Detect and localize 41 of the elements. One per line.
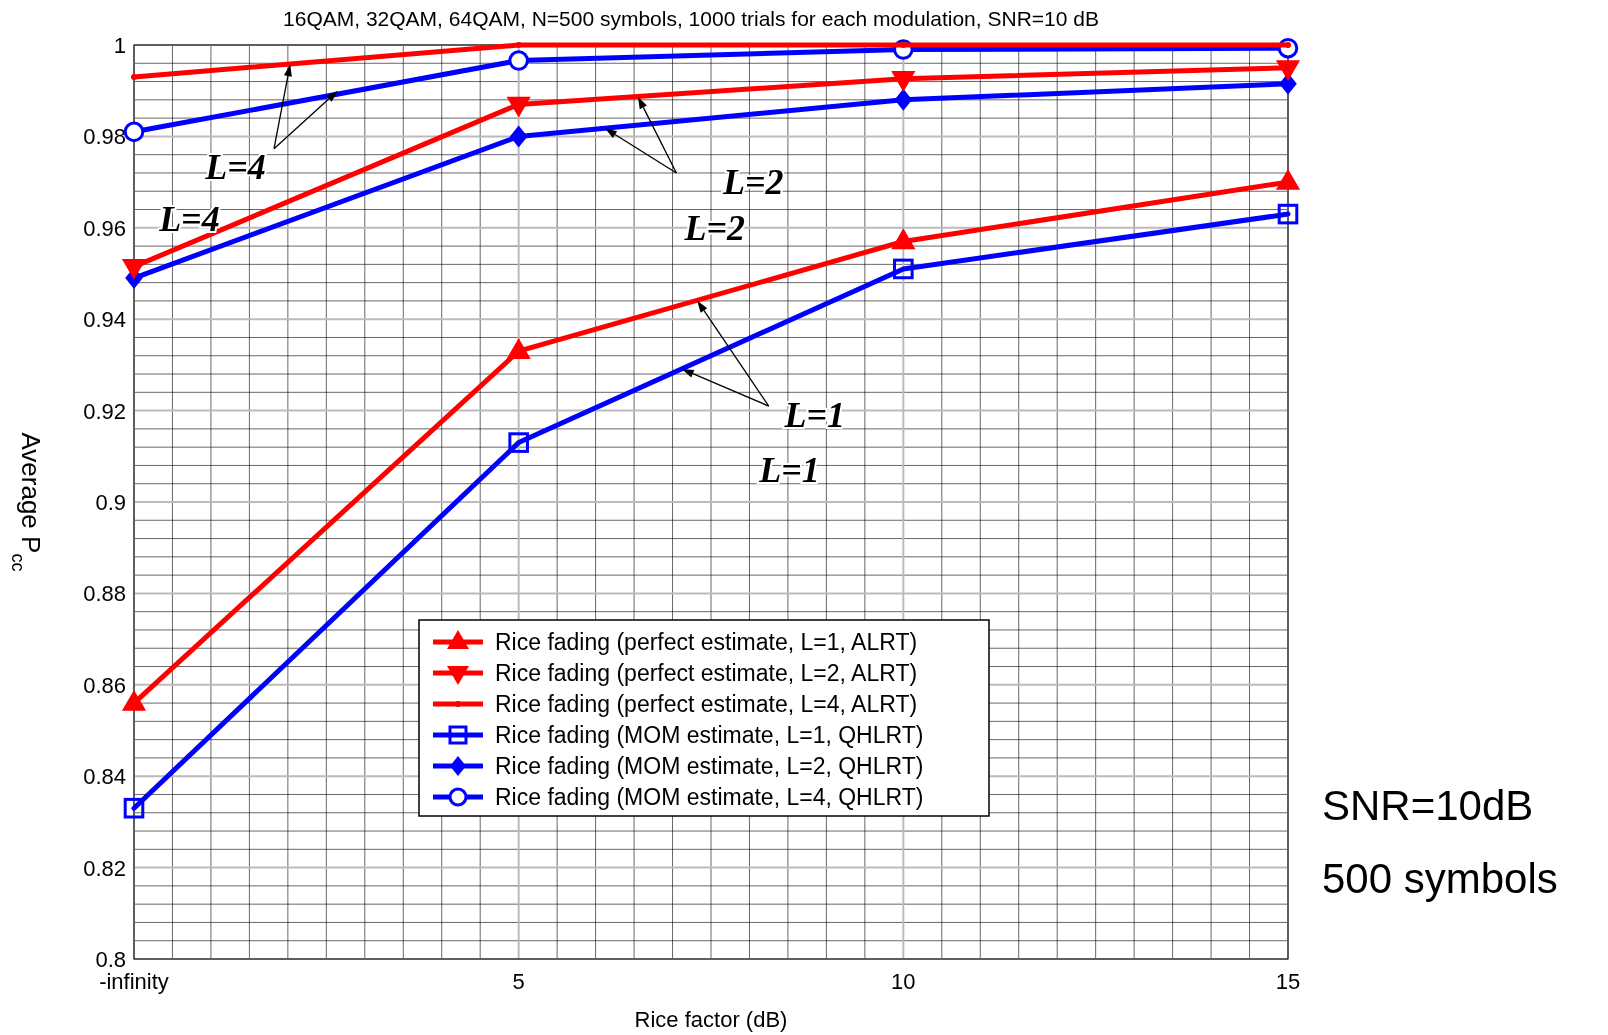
legend-label: Rice fading (MOM estimate, L=4, QHLRT) [495,784,924,810]
x-axis-title: Rice factor (dB) [634,1007,788,1032]
y-tick-label: 0.9 [95,490,126,515]
legend-label: Rice fading (MOM estimate, L=1, QHLRT) [495,722,924,748]
legend-label: Rice fading (perfect estimate, L=2, ALRT) [495,660,918,686]
point [508,50,529,71]
annotation: L=4 [158,198,220,239]
point [894,88,913,111]
y-tick-label: 0.86 [83,672,126,698]
x-tick-label: 15 [1275,969,1301,994]
y-tick-label: 0.8 [95,947,126,972]
y-tick-label: 0.84 [83,764,126,790]
legend-label: Rice fading (MOM estimate, L=2, QHLRT) [495,753,924,779]
y-tick-label: 0.98 [83,124,126,150]
y-tick-label: 0.96 [83,215,126,241]
y-tick-label: 0.88 [83,581,126,607]
point [508,432,529,453]
text: SNR=10dB [1322,782,1534,829]
y-tick-label: 1 [113,33,126,58]
point [893,258,914,280]
point [1285,42,1291,48]
point [515,42,522,48]
annotation: L=4 [204,147,266,188]
y-tick-label: 0.94 [83,307,126,333]
annotation: L=2 [683,207,746,248]
text: 500 symbols [1322,855,1558,902]
y-tick-label: 0.92 [83,398,126,424]
point [1277,203,1299,225]
point [123,121,145,143]
point [900,42,907,48]
point [123,797,145,819]
point [509,125,528,148]
legend-label: Rice fading (perfect estimate, L=4, ALRT) [495,691,918,717]
y-tick-label: 0.82 [83,855,126,881]
x-tick-label: -infinity [99,969,169,994]
x-tick-label: 10 [891,969,916,994]
annotation: L=1 [783,395,846,436]
legend-label: Rice fading (perfect estimate, L=1, ALRT) [495,629,918,655]
chart-title: 16QAM, 32QAM, 64QAM, N=500 symbols, 1000 trials for each modulation, SNR=10 dB [283,7,1099,30]
x-tick-label: 5 [512,969,525,994]
point [131,73,137,80]
